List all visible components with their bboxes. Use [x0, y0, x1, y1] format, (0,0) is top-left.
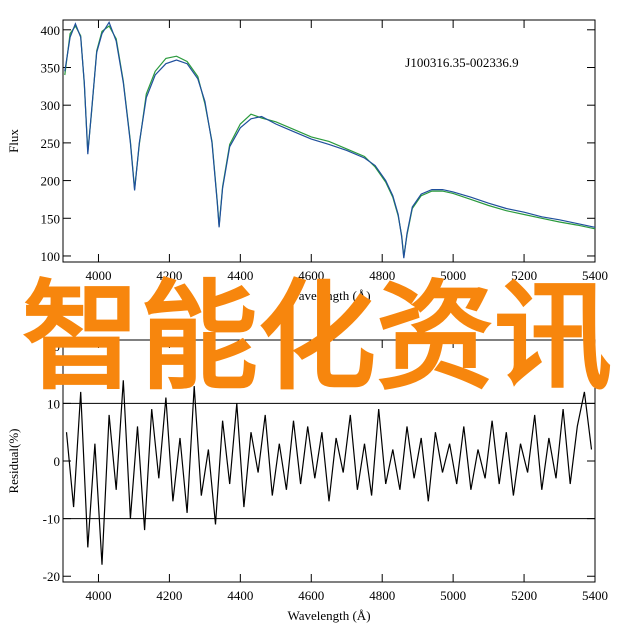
x-tick-label: 4600 [298, 268, 324, 283]
y-axis-label: Residual(%) [6, 429, 21, 494]
watermark: 智能化资讯 [22, 268, 612, 406]
x-axis-label: Wavelength (Å) [287, 608, 370, 623]
x-tick-label: 5000 [440, 268, 466, 283]
spectrum-line [64, 20, 596, 259]
x-tick-label: 4000 [85, 268, 111, 283]
y-tick-label: -10 [43, 512, 60, 527]
y-tick-label: 350 [41, 60, 61, 75]
x-tick-label: 4800 [369, 268, 395, 283]
y-tick-label: 10 [47, 396, 60, 411]
residual-line [65, 380, 593, 565]
annotation: J100316.35-002336.9 [405, 55, 518, 70]
y-tick-label: 400 [41, 23, 61, 38]
x-tick-label: 4800 [369, 588, 395, 603]
plot-frame [62, 19, 596, 263]
y-tick-label: 150 [41, 211, 61, 226]
x-tick-label: 5200 [511, 268, 537, 283]
x-tick-label: 4000 [85, 588, 111, 603]
y-tick-label: -20 [43, 569, 60, 584]
y-tick-label: 300 [41, 98, 61, 113]
x-tick-label: 5000 [440, 588, 466, 603]
y-axis-label: Flux [6, 129, 21, 153]
y-tick-label: 250 [41, 136, 61, 151]
x-tick-label: 4200 [156, 588, 182, 603]
y-tick-label: 20 [47, 339, 60, 354]
x-tick-label: 5400 [582, 588, 608, 603]
x-tick-label: 4400 [227, 268, 253, 283]
x-tick-label: 4600 [298, 588, 324, 603]
y-tick-label: 100 [41, 249, 61, 264]
x-tick-label: 5200 [511, 588, 537, 603]
x-tick-label: 4200 [156, 268, 182, 283]
spectrum-line [64, 24, 596, 257]
y-tick-label: 0 [54, 454, 61, 469]
x-tick-label: 5400 [582, 268, 608, 283]
y-tick-label: 200 [41, 174, 61, 189]
x-axis-label: Wavelength (Å) [287, 288, 370, 303]
x-tick-label: 4400 [227, 588, 253, 603]
